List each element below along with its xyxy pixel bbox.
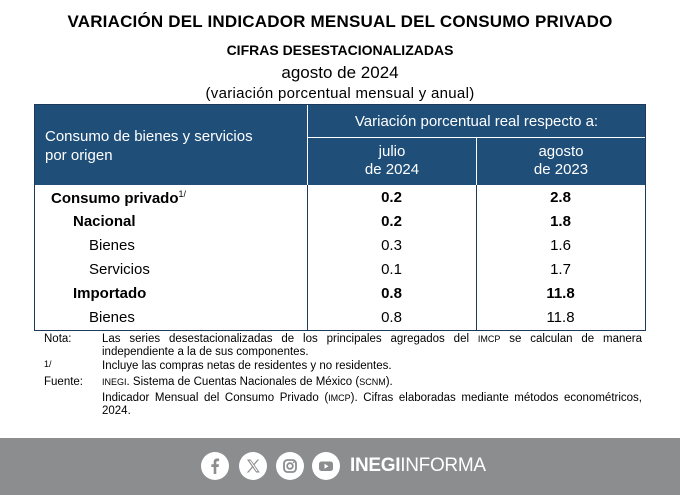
row-label-text: Consumo privado	[51, 190, 179, 207]
table-row: Nacional 0.2 1.8	[35, 210, 645, 234]
row-value-year: 11.8	[546, 285, 575, 302]
header-col-agosto-2023: agosto de 2023	[476, 138, 645, 185]
header-category-line2: por origen	[45, 147, 113, 164]
table-row: Bienes 0.3 1.6	[35, 234, 645, 258]
source-text-2: Indicador Mensual del Consumo Privado (I…	[102, 392, 642, 418]
source-text-1: INEGI. Sistema de Cuentas Nacionales de …	[102, 376, 642, 389]
note-abbr: IMCP	[477, 334, 501, 344]
header-col2-line1: agosto	[538, 143, 584, 160]
header-variation: Variación porcentual real respecto a:	[307, 105, 645, 138]
period: agosto de 2024	[281, 63, 399, 82]
table-row: Consumo privado1/ 0.2 2.8	[35, 186, 645, 210]
source-abbr: IMCP	[328, 393, 351, 403]
table-header: Consumo de bienes y servicios por origen…	[35, 105, 645, 185]
brand-bold: INEGI	[350, 455, 401, 476]
youtube-icon[interactable]	[312, 452, 340, 480]
row-label: Importado	[73, 285, 147, 302]
note-text: Las series desestacionalizadas de los pr…	[102, 333, 642, 359]
header-category: Consumo de bienes y servicios por origen	[45, 127, 305, 165]
row-value-year: 2.8	[550, 189, 571, 206]
header-col1-line2: de 2024	[364, 161, 420, 178]
source-key: Fuente:	[44, 376, 83, 388]
note-text-part: Las series desestacionalizadas de los pr…	[102, 333, 478, 345]
source-text-part: . Sistema de Cuentas Nacionales de Méxic…	[126, 376, 360, 388]
row-value-month: 0.2	[381, 189, 402, 206]
header-col1-line1: julio	[378, 143, 406, 160]
row-value-month: 0.3	[381, 237, 402, 254]
data-table: Consumo de bienes y servicios por origen…	[34, 104, 646, 331]
subtitle: CIFRAS DESESTACIONALIZADAS	[226, 42, 454, 58]
unit-note: (variación porcentual mensual y anual)	[205, 85, 475, 102]
x-icon[interactable]	[239, 452, 267, 480]
footnote-key: 1/	[44, 359, 52, 369]
source-abbr: SCNM	[359, 377, 386, 387]
inegi-informa-logo: INEGIINFORMA	[350, 455, 486, 477]
footnote-marker: 1/	[178, 189, 187, 199]
row-value-year: 1.8	[550, 213, 571, 230]
table-row: Bienes 0.8 11.8	[35, 306, 645, 330]
row-value-year: 1.6	[550, 237, 571, 254]
note-key: Nota:	[44, 333, 72, 345]
row-label: Nacional	[73, 213, 136, 230]
source-text-part: ). Cifras elaboradas mediante métodos ec…	[102, 392, 642, 417]
source-text-part: ).	[385, 376, 393, 388]
row-value-year: 11.8	[546, 309, 575, 326]
row-value-year: 1.7	[550, 261, 571, 278]
row-label: Servicios	[89, 261, 150, 278]
row-label: Bienes	[89, 309, 135, 326]
column-divider	[307, 185, 308, 330]
footer-bar: INEGIINFORMA	[0, 438, 680, 495]
note-text-part: se calculan de manera independiente a la…	[102, 333, 643, 358]
row-label: Consumo privado1/	[51, 189, 186, 207]
header-col2-line2: de 2023	[533, 161, 589, 178]
row-label: Bienes	[89, 237, 135, 254]
source-abbr: INEGI	[102, 377, 127, 387]
table-row: Importado 0.8 11.8	[35, 282, 645, 306]
row-value-month: 0.8	[381, 309, 402, 326]
column-divider	[476, 185, 477, 330]
footnote-text: Incluye las compras netas de residentes …	[102, 360, 392, 372]
instagram-icon[interactable]	[276, 452, 304, 480]
row-value-month: 0.1	[381, 261, 402, 278]
brand-rest: INFORMA	[400, 455, 486, 476]
row-value-month: 0.2	[381, 213, 402, 230]
table-row: Servicios 0.1 1.7	[35, 258, 645, 282]
row-value-month: 0.8	[381, 285, 402, 302]
facebook-icon[interactable]	[201, 452, 229, 480]
header-col-julio-2024: julio de 2024	[307, 138, 476, 185]
header-category-line1: Consumo de bienes y servicios	[45, 128, 253, 145]
main-title: VARIACIÓN DEL INDICADOR MENSUAL DEL CONS…	[67, 12, 613, 31]
source-text-part: Indicador Mensual del Consumo Privado (	[102, 392, 329, 404]
